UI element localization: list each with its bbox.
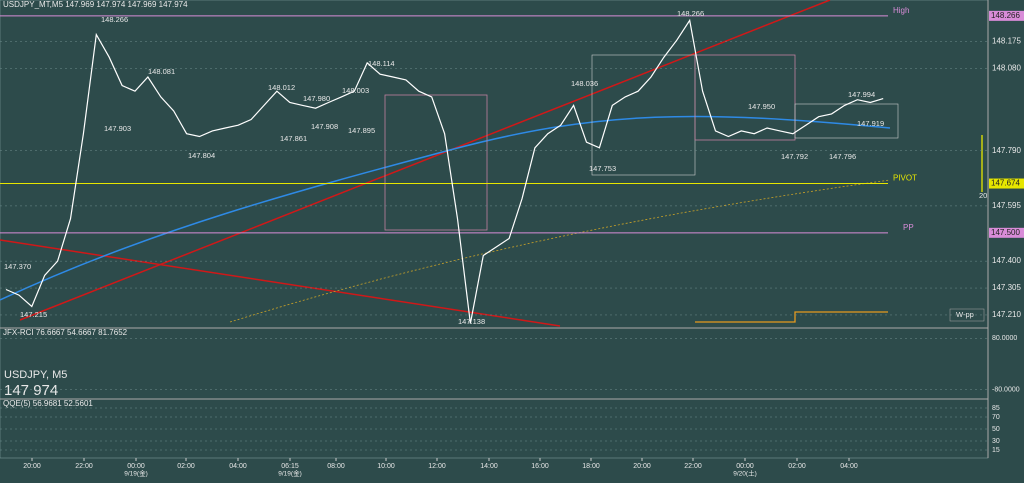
x-tick-label: 06:15 (281, 463, 299, 470)
y-tick-label: 30 (992, 438, 1000, 445)
level-tag (989, 10, 1024, 21)
price-annotation: 147.796 (829, 152, 856, 161)
level-tag (989, 227, 1024, 238)
plot-area (0, 0, 989, 459)
price-annotation: 147.950 (748, 102, 775, 111)
price-annotation: 147.792 (781, 152, 808, 161)
x-tick-label: 10:00 (377, 463, 395, 470)
rci-title: JFX-RCI 76.6667 54.6667 81.7652 (3, 328, 128, 337)
x-tick-label: 20:00 (23, 463, 41, 470)
symbol: USDJPY, M5 (4, 369, 67, 381)
x-tick-label: 22:00 (75, 463, 93, 470)
price-annotation: 147.138 (458, 317, 485, 326)
price-annotation: 148.012 (268, 83, 295, 92)
x-tick-label: 20:00 (633, 463, 651, 470)
wpp-tag (949, 308, 985, 322)
y-tick-label: 147.595 (992, 201, 1021, 210)
y-tick-label: 147.790 (992, 146, 1021, 155)
price-annotation: 147.919 (857, 119, 884, 128)
level-name: PIVOT (893, 174, 917, 183)
y-tick-label: 148.175 (992, 37, 1021, 46)
range-box (384, 94, 488, 231)
x-tick-label: 16:00 (531, 463, 549, 470)
price-annotation: 20 (979, 191, 987, 200)
x-tick-label: 00:00 (127, 463, 145, 470)
trend-line (19, 0, 831, 321)
price-annotation: 147.903 (104, 124, 131, 133)
y-tick-label: 50 (992, 426, 1000, 433)
level-value: 147.674 (991, 179, 1020, 188)
y-tick-label: 148.080 (992, 64, 1021, 73)
y-tick-label: 147.305 (992, 283, 1021, 292)
trend-line (0, 239, 561, 327)
x-tick-label: 14:00 (480, 463, 498, 470)
date-label: 9/19(金) (278, 469, 301, 478)
x-tick-label: 22:00 (684, 463, 702, 470)
price-annotation: 147.994 (848, 90, 875, 99)
level-value: 147.500 (991, 228, 1020, 237)
level-tag (989, 178, 1024, 189)
price-annotation: 147.908 (311, 122, 338, 131)
y-tick-label: 85 (992, 405, 1000, 412)
price-annotation: 147.215 (20, 310, 47, 319)
x-tick-label: 00:00 (736, 463, 754, 470)
price-annotation: 148.114 (368, 59, 395, 68)
moving-average (0, 115, 891, 301)
range-box (694, 54, 796, 141)
price-annotation: 147.370 (4, 262, 31, 271)
qqe-title: QQE(5) 56.9681 52.5601 (3, 399, 93, 408)
price-annotation: 148.081 (148, 67, 175, 76)
price-annotation: 148.036 (571, 79, 598, 88)
x-tick-label: 08:00 (327, 463, 345, 470)
price-annotation: 147.895 (348, 126, 375, 135)
x-tick-label: 02:00 (177, 463, 195, 470)
price-annotation: 147.980 (303, 94, 330, 103)
x-tick-label: 04:00 (840, 463, 858, 470)
weekly-pivot (695, 311, 888, 323)
x-tick-label: 18:00 (582, 463, 600, 470)
y-tick-label: 70 (992, 414, 1000, 421)
y-tick-label: 147.400 (992, 256, 1021, 265)
y-tick-label: 147.210 (992, 310, 1021, 319)
date-label: 9/20(土) (733, 469, 756, 478)
price-annotation: 148.266 (101, 15, 128, 24)
price-annotation: 148.003 (342, 86, 369, 95)
level-name: PP (903, 223, 914, 232)
y-tick-label: -80.0000 (992, 386, 1020, 393)
y-tick-label: 15 (992, 447, 1000, 454)
price-annotation: 147.804 (188, 151, 215, 160)
header: USDJPY_MT,M5 147.969 147.974 147.969 147… (3, 0, 188, 9)
level-value: 148.266 (991, 11, 1020, 20)
date-label: 9/19(金) (124, 469, 147, 478)
price-annotation: 147.753 (589, 164, 616, 173)
price-annotation: 147.861 (280, 134, 307, 143)
y-tick-label: 80.0000 (992, 335, 1017, 342)
moving-average (229, 179, 891, 323)
x-tick-label: 04:00 (229, 463, 247, 470)
price-annotation: 148.266 (677, 9, 704, 18)
price-line (5, 18, 884, 324)
level-name: High (893, 6, 909, 15)
x-tick-label: 02:00 (788, 463, 806, 470)
last-price: 147 974 (4, 382, 58, 399)
price-annotation: W-pp (956, 310, 974, 319)
x-tick-label: 12:00 (428, 463, 446, 470)
